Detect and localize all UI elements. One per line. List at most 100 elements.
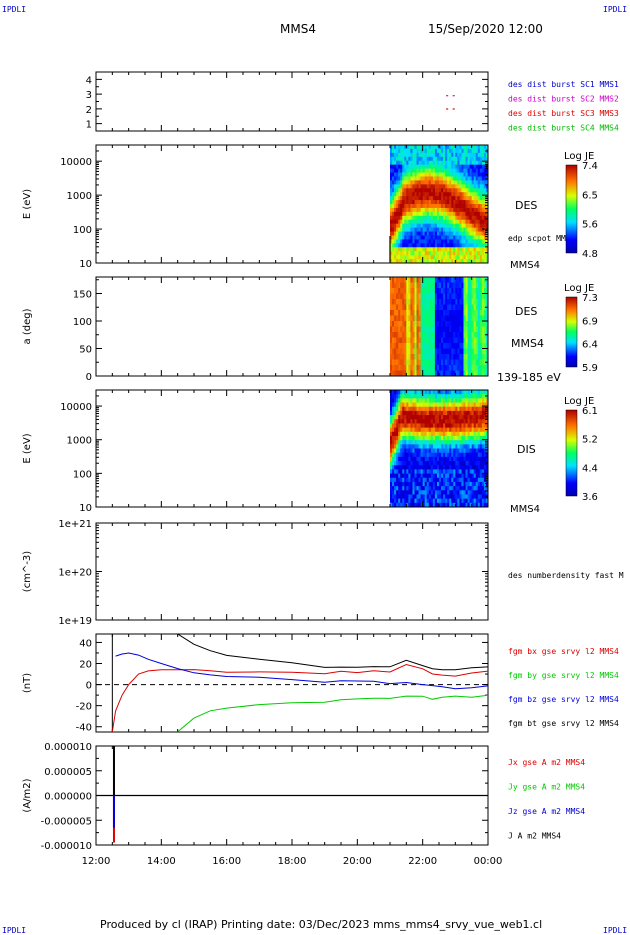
panel-5-ytick-label: 1e+21 — [58, 519, 92, 530]
panel-3-cell — [453, 326, 456, 333]
panel-2-cell — [481, 152, 485, 158]
panel-4-cell — [469, 406, 473, 412]
panel-3-cell — [475, 288, 479, 294]
panel-3-cell — [483, 365, 487, 371]
panel-3-cell — [459, 370, 462, 377]
panel-2-cell — [461, 172, 464, 177]
panel-4-cell — [398, 490, 401, 495]
panel-2-cell — [412, 227, 415, 232]
panel-4-cell — [465, 398, 468, 403]
panel-3-cell — [406, 348, 409, 355]
panel-2-cell — [424, 204, 428, 209]
panel-4-cell — [430, 423, 434, 429]
panel-2-cell — [465, 227, 468, 232]
panel-3-cell — [402, 348, 405, 355]
panel-2-cell — [402, 152, 405, 158]
panel-4-colorbar-tick: 4.4 — [582, 463, 598, 474]
panel-3-cell — [479, 348, 483, 355]
panel-2-cell — [445, 172, 448, 177]
panel-3-cell — [394, 354, 397, 360]
panel-4-cell — [394, 444, 397, 449]
panel-4-cell — [475, 481, 479, 487]
panel-4-cell — [475, 394, 479, 399]
panel-2-cell — [436, 215, 440, 221]
panel-2-cell — [465, 188, 468, 193]
panel-2-cell — [390, 215, 393, 221]
panel-4-cell — [430, 494, 434, 500]
panel-2-cell — [463, 223, 466, 228]
panel-6-ytick-label: 40 — [79, 638, 92, 649]
panel-4-cell — [467, 398, 471, 403]
panel-4-cell — [402, 448, 405, 454]
panel-3-cell — [461, 299, 464, 305]
panel-2-cell — [414, 200, 417, 205]
panel-2-cell — [441, 188, 444, 193]
panel-4-cell — [447, 448, 450, 454]
panel-4-cell — [428, 435, 432, 441]
panel-4-cell — [457, 452, 460, 458]
panel-2-cell — [441, 160, 444, 166]
panel-4-cell — [461, 435, 464, 441]
panel-3-cell — [463, 332, 466, 338]
panel-4-cell — [459, 419, 462, 424]
panel-4-cell — [426, 456, 430, 462]
panel-4-cell — [479, 435, 483, 441]
panel-2-cell — [453, 215, 456, 221]
panel-2-cell — [414, 188, 417, 193]
panel-4-cell — [483, 498, 487, 504]
panel-4-cell — [426, 481, 430, 487]
panel-4-cell — [439, 465, 442, 470]
panel-4-cell — [406, 490, 409, 495]
panel-2-cell — [443, 152, 446, 158]
panel-2-cell — [477, 227, 481, 232]
panel-2-cell — [469, 176, 473, 181]
panel-3-cell — [445, 321, 448, 327]
panel-2-cell — [422, 204, 426, 209]
panel-2-cell — [441, 255, 444, 260]
panel-2-cell — [418, 168, 422, 173]
panel-3-cell — [434, 277, 438, 283]
panel-2-cell — [426, 200, 430, 205]
panel-2-cell — [416, 243, 419, 248]
panel-4-cell — [463, 494, 466, 500]
panel-2-cell — [485, 255, 489, 260]
panel-3-cell — [453, 370, 456, 377]
panel-4-cell — [396, 423, 399, 429]
panel-2-cell — [420, 164, 424, 169]
panel-2-cell — [461, 243, 464, 248]
panel-4-cell — [396, 415, 399, 420]
panel-3-cell — [455, 299, 458, 305]
panel-4-cell — [449, 398, 452, 403]
panel-4-cell — [439, 410, 442, 416]
panel-2-cell — [439, 231, 442, 236]
panel-4-cell — [392, 477, 395, 483]
panel-4-cell — [436, 398, 440, 403]
panel-2-cell — [459, 184, 462, 189]
panel-4-cell — [426, 469, 430, 474]
panel-2-cell — [422, 235, 426, 240]
panel-4-cell — [404, 402, 407, 408]
panel-3-cell — [392, 326, 395, 333]
panel-2-cell — [477, 259, 481, 264]
panel-4-cell — [447, 452, 450, 458]
panel-3-cell — [434, 365, 438, 371]
panel-2-cell — [428, 243, 432, 248]
panel-3-cell — [432, 293, 436, 300]
panel-2-cell — [447, 176, 450, 181]
panel-2-cell — [453, 255, 456, 260]
panel-2-cell — [416, 211, 419, 217]
panel-2-cell — [475, 180, 479, 185]
panel-3-cell — [394, 359, 397, 366]
panel-3-cell — [445, 299, 448, 305]
panel-3-cell — [457, 337, 460, 344]
panel-3-cell — [459, 354, 462, 360]
panel-3-cell — [392, 354, 395, 360]
panel-4-cell — [469, 477, 473, 483]
panel-4-cell — [424, 406, 428, 412]
panel-2-cell — [463, 196, 466, 201]
panel-2-cell — [402, 227, 405, 232]
panel-4-cell — [463, 461, 466, 466]
panel-2-cell — [390, 223, 393, 228]
panel-3-cell — [477, 326, 481, 333]
panel-2-cell — [441, 207, 444, 213]
